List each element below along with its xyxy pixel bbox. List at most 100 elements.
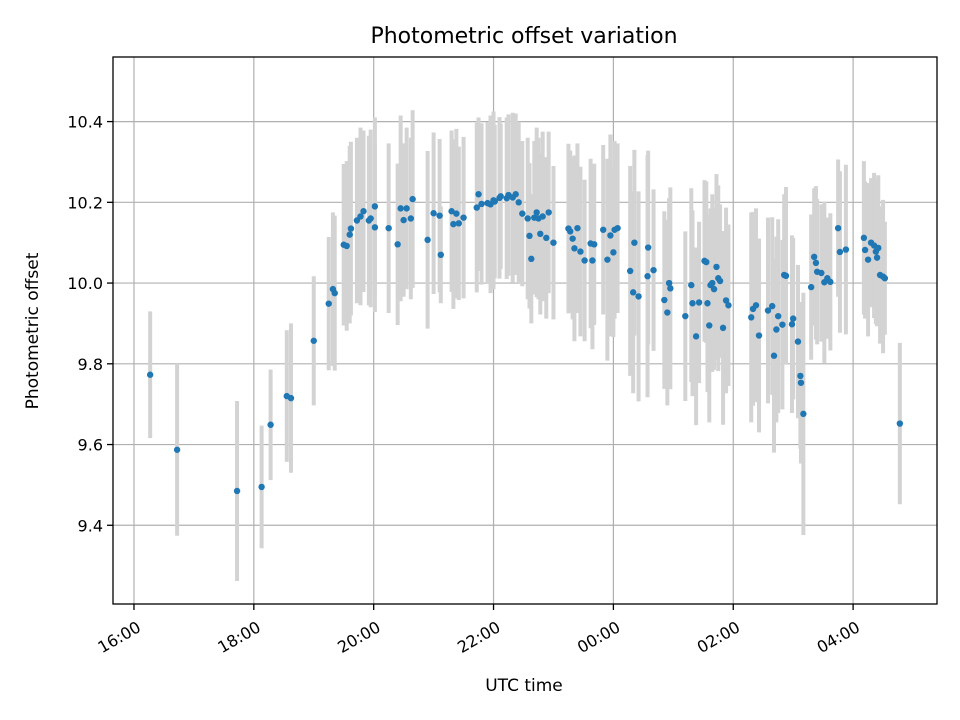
data-point [455, 220, 462, 227]
data-point [325, 300, 332, 307]
data-point [650, 266, 657, 274]
data-point [614, 224, 621, 232]
y-tick-label: 9.4 [78, 516, 103, 535]
data-point [173, 446, 181, 453]
data-point [725, 302, 732, 309]
data-point [896, 420, 904, 427]
y-tick-label: 10.0 [67, 274, 103, 293]
data-point [706, 322, 713, 329]
data-point [491, 198, 498, 205]
data-point [764, 307, 772, 314]
data-point [450, 220, 457, 228]
data-point [400, 216, 407, 224]
data-point [709, 279, 716, 287]
data-point [873, 254, 881, 261]
x-axis-label: UTC time [485, 676, 563, 696]
data-point [635, 293, 642, 300]
data-point [664, 309, 671, 316]
data-point [810, 253, 818, 261]
data-point [834, 224, 842, 232]
data-point [497, 193, 504, 200]
x-tick-label: 18:00 [214, 617, 263, 657]
data-point [475, 191, 482, 198]
data-point [788, 321, 796, 328]
data-point [146, 371, 154, 378]
chart-title: Photometric offset variation [370, 24, 677, 49]
y-tick-label: 9.6 [78, 436, 103, 455]
data-point [581, 257, 588, 264]
data-point [367, 215, 374, 222]
data-point [537, 230, 544, 238]
data-point [569, 235, 576, 242]
data-point [524, 215, 531, 222]
data-point [403, 205, 410, 212]
data-point [577, 248, 584, 255]
y-tick-label: 10.2 [67, 193, 103, 212]
data-point [528, 255, 535, 263]
data-point [722, 297, 730, 304]
data-point [533, 209, 540, 216]
data-point [644, 244, 652, 251]
data-point [357, 213, 364, 220]
data-point [460, 214, 467, 221]
data-point [861, 246, 869, 254]
data-point [864, 256, 872, 263]
data-point [371, 203, 379, 210]
data-point [800, 410, 807, 418]
data-point [545, 209, 552, 216]
data-point [692, 333, 700, 340]
data-point [258, 483, 265, 491]
data-point [827, 278, 834, 286]
y-axis-label: Photometric offset [23, 252, 43, 409]
data-point [591, 241, 598, 248]
data-point [716, 277, 724, 285]
data-point [385, 224, 392, 232]
data-point [704, 300, 711, 307]
data-point [875, 244, 882, 252]
data-point [567, 228, 574, 235]
data-point [818, 269, 825, 277]
data-point [436, 212, 443, 219]
data-point [688, 281, 695, 289]
x-tick-label: 16:00 [95, 617, 144, 657]
data-point [347, 225, 355, 232]
x-tick-label: 04:00 [814, 617, 863, 657]
data-point [604, 256, 611, 263]
data-point [589, 257, 596, 264]
data-point [331, 289, 338, 297]
data-point [748, 314, 755, 321]
data-point [860, 234, 868, 242]
data-point [661, 296, 668, 304]
data-point [473, 204, 480, 211]
data-point [812, 259, 820, 267]
data-point [397, 205, 404, 212]
data-point [797, 379, 805, 386]
plot-frame [112, 56, 938, 605]
x-tick-label: 02:00 [694, 617, 743, 657]
data-point [789, 315, 797, 322]
data-point [719, 324, 727, 332]
data-point [770, 352, 778, 359]
data-point [881, 275, 889, 282]
data-point [782, 272, 790, 279]
data-point [665, 279, 673, 287]
data-point [755, 332, 763, 339]
data-point [794, 338, 802, 345]
data-point [539, 213, 546, 220]
data-point [543, 234, 550, 242]
data-point [631, 239, 638, 246]
data-point [773, 326, 780, 333]
y-tick-label: 9.8 [78, 355, 103, 374]
data-point [713, 263, 720, 271]
data-point [710, 285, 718, 293]
data-point [478, 200, 485, 208]
data-point [512, 191, 519, 198]
data-point [287, 394, 295, 402]
data-point [437, 251, 445, 259]
data-point [424, 236, 431, 244]
data-point [797, 372, 804, 380]
data-point [600, 226, 607, 233]
y-axis-ticks: 9.4 9.6 9.8 10.0 10.2 10.4 [67, 113, 113, 535]
data-point [550, 239, 557, 246]
